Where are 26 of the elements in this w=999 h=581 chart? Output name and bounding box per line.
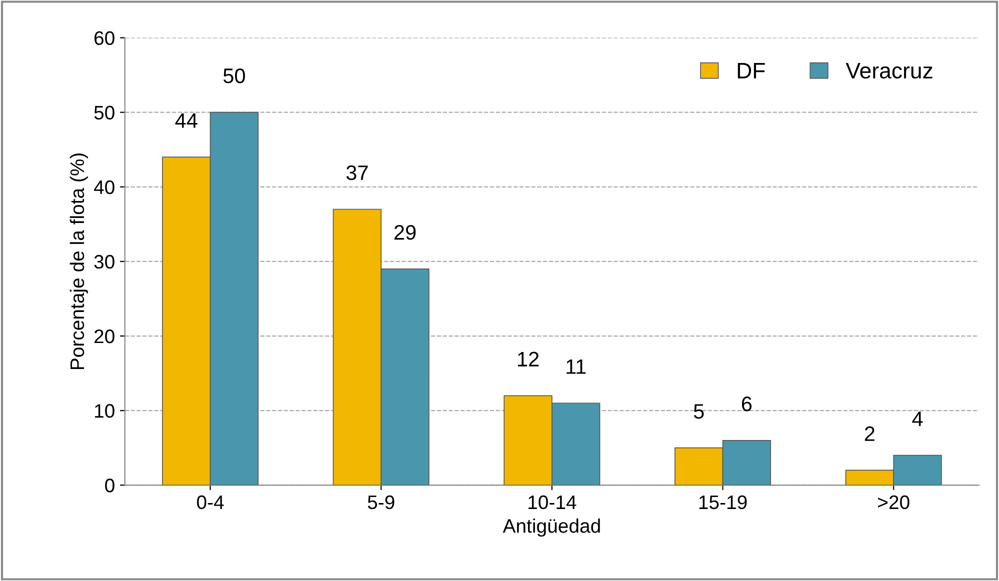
data-label: 4 [912,412,923,426]
x-tick-label: 15-19 [699,495,747,510]
data-label: 29 [394,225,416,240]
data-label: 44 [175,113,198,128]
data-label: 12 [518,352,539,366]
y-tick-label: 0 [105,478,114,492]
data-label: 6 [742,396,752,412]
x-tick-label: 0-4 [197,495,224,510]
y-tick-label: 40 [94,180,114,194]
y-tick-label: 60 [94,31,114,45]
x-tick-label: >20 [878,495,910,510]
data-label: 2 [864,426,874,441]
x-axis-title: Antigüedad [502,518,600,537]
y-tick-label: 50 [94,106,114,120]
y-tick-label: 20 [94,329,114,344]
data-label: 37 [346,165,368,180]
x-tick-label: 10-14 [528,495,576,510]
legend-label: DF [738,63,765,78]
y-tick-label: 30 [94,254,114,269]
x-tick-label: 5-9 [368,495,394,510]
y-tick-label: 10 [95,404,114,418]
data-label: 50 [223,68,245,84]
legend-label: Veracruz [846,63,932,79]
data-label: 11 [566,359,586,374]
data-label: 5 [694,404,704,419]
y-axis-title: Porcentaje de la flota (%) [70,153,88,370]
